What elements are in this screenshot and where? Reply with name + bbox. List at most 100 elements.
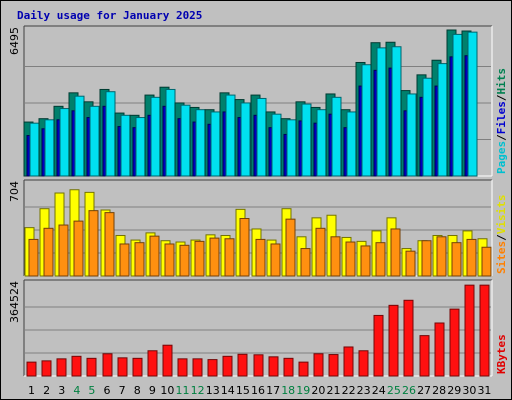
legend-separator: / bbox=[495, 94, 508, 101]
bar-kbytes-day-29 bbox=[449, 308, 460, 377]
legend-hits: Hits bbox=[495, 68, 508, 95]
day-label-3: 3 bbox=[58, 384, 65, 397]
bar-sites-day-13 bbox=[209, 237, 220, 277]
bar-sites-day-31 bbox=[481, 246, 492, 277]
bar-pages-day-7 bbox=[120, 114, 131, 177]
day-label-26: 26 bbox=[402, 384, 416, 397]
bar-pages-day-9 bbox=[150, 96, 161, 177]
bar-pages-day-29 bbox=[452, 33, 463, 177]
bar-pages-day-26 bbox=[406, 93, 417, 177]
day-label-30: 30 bbox=[462, 384, 476, 397]
bar-sites-day-22 bbox=[345, 241, 356, 277]
bar-kbytes-day-30 bbox=[464, 284, 475, 377]
bar-sites-day-27 bbox=[421, 240, 432, 277]
bar-kbytes-day-24 bbox=[373, 314, 384, 377]
panel-2-max-label: 704 bbox=[8, 181, 21, 202]
day-label-20: 20 bbox=[311, 384, 325, 397]
bar-kbytes-day-15 bbox=[237, 353, 248, 377]
bar-pages-day-5 bbox=[89, 105, 100, 177]
bar-kbytes-day-4 bbox=[71, 355, 82, 377]
panel-1-legend: Pages/Files/Hits bbox=[495, 68, 508, 174]
day-label-15: 15 bbox=[236, 384, 250, 397]
bar-sites-day-14 bbox=[224, 238, 235, 277]
bar-sites-day-15 bbox=[239, 218, 250, 277]
bar-kbytes-day-3 bbox=[56, 358, 67, 377]
panel-3-legend: KBytes bbox=[495, 334, 508, 374]
day-label-28: 28 bbox=[432, 384, 446, 397]
day-label-31: 31 bbox=[477, 384, 491, 397]
panel-2-legend: Sites/Visits bbox=[495, 195, 508, 275]
bar-pages-day-14 bbox=[225, 94, 236, 177]
bar-kbytes-day-28 bbox=[434, 322, 445, 377]
bar-kbytes-day-31 bbox=[479, 284, 490, 377]
bar-sites-day-3 bbox=[58, 224, 69, 277]
day-label-5: 5 bbox=[88, 384, 95, 397]
bar-pages-day-1 bbox=[29, 122, 40, 177]
bar-kbytes-day-12 bbox=[192, 358, 203, 377]
day-label-7: 7 bbox=[119, 384, 126, 397]
panel-1-max-label: 6495 bbox=[8, 27, 21, 55]
bar-pages-day-16 bbox=[256, 97, 267, 177]
bar-pages-day-12 bbox=[195, 109, 206, 177]
day-label-4: 4 bbox=[73, 384, 80, 397]
bar-sites-day-28 bbox=[436, 236, 447, 277]
bar-sites-day-7 bbox=[119, 243, 130, 277]
day-label-8: 8 bbox=[134, 384, 141, 397]
bar-sites-day-20 bbox=[315, 227, 326, 277]
bar-pages-day-25 bbox=[391, 46, 402, 177]
bar-pages-day-10 bbox=[165, 88, 176, 177]
bar-kbytes-day-23 bbox=[358, 350, 369, 377]
bar-sites-day-18 bbox=[285, 218, 296, 277]
chart-title: Daily usage for January 2025 bbox=[17, 9, 203, 22]
bar-sites-day-2 bbox=[43, 227, 54, 277]
bar-sites-day-25 bbox=[390, 228, 401, 277]
bar-pages-day-11 bbox=[180, 104, 191, 177]
day-label-29: 29 bbox=[447, 384, 461, 397]
day-label-1: 1 bbox=[28, 384, 35, 397]
day-label-21: 21 bbox=[326, 384, 340, 397]
bar-sites-day-29 bbox=[451, 242, 462, 277]
day-label-22: 22 bbox=[342, 384, 356, 397]
bar-sites-day-21 bbox=[330, 236, 341, 277]
day-label-19: 19 bbox=[296, 384, 310, 397]
bar-kbytes-day-25 bbox=[388, 304, 399, 377]
bar-kbytes-day-16 bbox=[253, 354, 264, 377]
legend-visits: Visits bbox=[495, 195, 508, 235]
bar-kbytes-day-6 bbox=[102, 353, 113, 377]
legend-separator: / bbox=[495, 234, 508, 241]
bar-sites-day-6 bbox=[104, 212, 115, 277]
legend-kbytes: KBytes bbox=[495, 334, 508, 374]
bar-kbytes-day-11 bbox=[177, 358, 188, 377]
bar-sites-day-30 bbox=[466, 238, 477, 277]
bar-sites-day-5 bbox=[88, 210, 99, 277]
bar-pages-day-2 bbox=[44, 119, 55, 177]
bar-sites-day-9 bbox=[149, 235, 160, 277]
day-label-25: 25 bbox=[387, 384, 401, 397]
bar-kbytes-day-19 bbox=[298, 361, 309, 377]
bar-sites-day-16 bbox=[255, 238, 266, 277]
bar-kbytes-day-10 bbox=[162, 344, 173, 377]
legend-pages: Pages bbox=[495, 141, 508, 174]
legend-separator: / bbox=[495, 134, 508, 141]
bar-pages-day-22 bbox=[346, 111, 357, 177]
day-label-24: 24 bbox=[372, 384, 386, 397]
bar-kbytes-day-26 bbox=[403, 299, 414, 377]
bar-kbytes-day-13 bbox=[207, 359, 218, 377]
bar-sites-day-23 bbox=[360, 245, 371, 277]
day-label-10: 10 bbox=[160, 384, 174, 397]
bar-kbytes-day-20 bbox=[313, 353, 324, 377]
legend-files: Files bbox=[495, 101, 508, 134]
day-label-27: 27 bbox=[417, 384, 431, 397]
bar-kbytes-day-9 bbox=[147, 350, 158, 377]
bar-pages-day-28 bbox=[437, 63, 448, 177]
bar-sites-day-1 bbox=[28, 238, 39, 277]
bar-pages-day-21 bbox=[331, 96, 342, 177]
bar-sites-day-17 bbox=[270, 243, 281, 277]
bar-pages-day-17 bbox=[271, 113, 282, 177]
bar-pages-day-8 bbox=[135, 117, 146, 177]
day-label-13: 13 bbox=[206, 384, 220, 397]
bar-kbytes-day-2 bbox=[41, 360, 52, 377]
bar-kbytes-day-8 bbox=[132, 357, 143, 377]
bar-kbytes-day-7 bbox=[117, 357, 128, 377]
bar-pages-day-19 bbox=[301, 103, 312, 177]
